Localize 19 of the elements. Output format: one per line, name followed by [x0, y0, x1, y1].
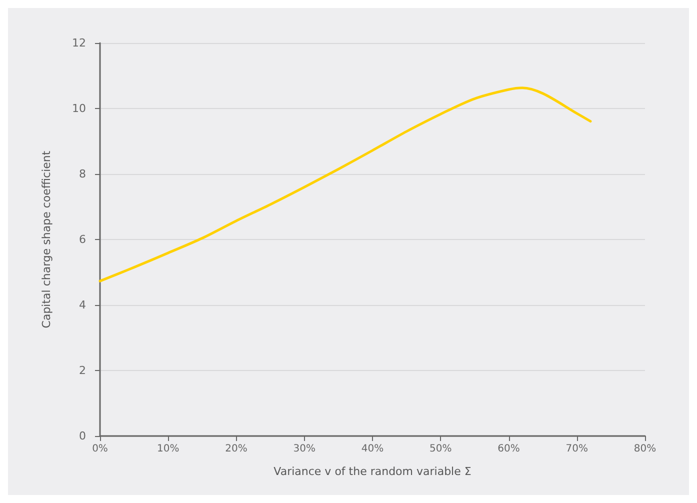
y-tick-label: 0: [79, 430, 86, 442]
x-tick-label: 20%: [225, 444, 248, 454]
y-tick-label: 8: [79, 168, 86, 180]
x-tick-label: 70%: [566, 444, 588, 454]
y-tick-label: 10: [72, 102, 86, 115]
x-tick-label: 60%: [498, 444, 520, 454]
x-tick-label: 10%: [157, 444, 180, 454]
y-axis-title: Capital charge shape coefficient: [40, 150, 53, 328]
y-tick-label: 6: [79, 233, 86, 246]
x-tick-label: 80%: [634, 444, 656, 454]
x-axis-title: Variance v of the random variable Σ: [274, 465, 472, 478]
x-tick-label: 40%: [361, 444, 384, 454]
x-tick-label: 0%: [92, 444, 108, 454]
y-tick-label: 2: [79, 364, 86, 377]
x-tick-label: 50%: [430, 444, 452, 454]
y-tick-label: 12: [72, 36, 86, 50]
line-series: [98, 86, 592, 282]
x-tick-label: 30%: [293, 444, 316, 454]
y-tick-label: 4: [79, 298, 86, 312]
